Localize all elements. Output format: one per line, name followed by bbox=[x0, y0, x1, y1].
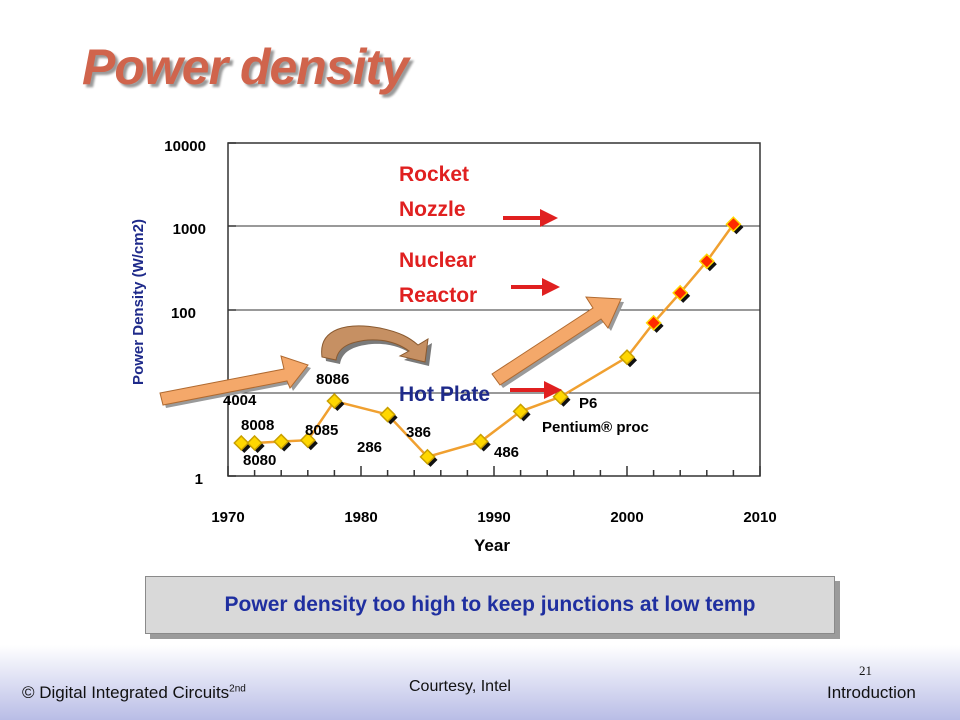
data-point-marker bbox=[725, 216, 742, 233]
reference-label-nuclear: Nuclear bbox=[399, 249, 476, 272]
grid-lines bbox=[228, 225, 760, 394]
nuclear-reactor-arrow bbox=[511, 278, 560, 296]
chip-label-4004: 4004 bbox=[223, 392, 257, 409]
data-point bbox=[246, 434, 265, 453]
page-number: 21 bbox=[859, 663, 872, 678]
data-point bbox=[618, 349, 637, 368]
data-point bbox=[725, 216, 744, 235]
axis-ticks bbox=[227, 142, 761, 477]
data-point bbox=[419, 448, 438, 467]
x-tick-label: 1980 bbox=[344, 509, 377, 526]
slide-footer: © Digital Integrated Circuits2nd Courtes… bbox=[0, 645, 960, 720]
data-point bbox=[512, 403, 531, 422]
chip-label-8085: 8085 bbox=[305, 422, 338, 439]
data-point bbox=[698, 253, 717, 272]
data-point bbox=[645, 314, 664, 333]
x-tick-label: 1990 bbox=[477, 509, 510, 526]
power-density-chart: 10000 1000 100 1 1970 1980 1990 2000 201… bbox=[130, 138, 777, 555]
data-point bbox=[552, 388, 571, 407]
chip-label-486: 486 bbox=[494, 444, 519, 461]
data-point bbox=[672, 284, 691, 303]
reference-label-nozzle: Nozzle bbox=[399, 198, 466, 221]
footer-credit: Courtesy, Intel bbox=[409, 678, 511, 695]
footer-edition: 2nd bbox=[229, 683, 246, 695]
data-point bbox=[299, 432, 318, 451]
footer-course-title: © Digital Integrated Circuits2nd bbox=[22, 683, 246, 703]
data-point-marker bbox=[552, 388, 569, 405]
chip-label-pentium: Pentium® proc bbox=[542, 419, 649, 436]
rocket-nozzle-arrow bbox=[503, 209, 558, 227]
x-tick-label: 2010 bbox=[743, 509, 776, 526]
data-point-marker bbox=[512, 403, 529, 420]
data-point-marker bbox=[299, 432, 316, 449]
y-tick-label: 1000 bbox=[173, 221, 206, 238]
trend-arrow-right bbox=[491, 296, 624, 388]
footer-section: Introduction bbox=[827, 683, 916, 702]
data-point bbox=[326, 392, 345, 412]
data-point-marker bbox=[419, 448, 436, 465]
data-point-marker bbox=[233, 434, 250, 452]
chip-label-386: 386 bbox=[406, 424, 431, 441]
reference-label-hot-plate: Hot Plate bbox=[399, 383, 490, 406]
chip-label-p6: P6 bbox=[579, 395, 597, 412]
chip-label-8086: 8086 bbox=[316, 371, 349, 388]
data-point bbox=[273, 433, 292, 452]
data-point-marker bbox=[672, 284, 689, 301]
series-layer bbox=[233, 216, 744, 467]
data-point-marker bbox=[246, 434, 263, 452]
data-point-marker bbox=[472, 433, 489, 450]
data-point bbox=[233, 434, 252, 453]
chip-label-8080: 8080 bbox=[243, 452, 276, 469]
data-point-marker bbox=[645, 314, 662, 331]
data-point-marker bbox=[273, 433, 290, 450]
data-point-marker bbox=[379, 406, 396, 423]
trend-arrow-left bbox=[159, 355, 311, 408]
x-tick-label: 1970 bbox=[211, 509, 244, 526]
y-tick-label: 100 bbox=[171, 305, 196, 322]
data-point bbox=[379, 406, 398, 425]
reference-label-reactor: Reactor bbox=[399, 284, 477, 307]
data-point bbox=[472, 433, 491, 452]
y-tick-label: 1 bbox=[195, 471, 203, 488]
chip-label-286: 286 bbox=[357, 439, 382, 456]
hot-plate-arrow bbox=[510, 381, 562, 399]
data-point-marker bbox=[618, 349, 636, 366]
slide-title: Power density bbox=[82, 39, 409, 95]
data-point-marker bbox=[326, 392, 343, 410]
conclusion-callout: Power density too high to keep junctions… bbox=[145, 576, 835, 634]
x-axis-label: Year bbox=[474, 536, 510, 555]
trend-arrow-curved bbox=[321, 325, 432, 366]
footer-course-text: © Digital Integrated Circuits bbox=[22, 683, 230, 702]
reference-label-rocket: Rocket bbox=[399, 163, 469, 186]
chip-label-8008: 8008 bbox=[241, 417, 274, 434]
y-axis-label: Power Density (W/cm2) bbox=[130, 219, 147, 385]
y-tick-label: 10000 bbox=[164, 138, 206, 155]
x-tick-label: 2000 bbox=[610, 509, 643, 526]
data-point-marker bbox=[698, 253, 715, 270]
